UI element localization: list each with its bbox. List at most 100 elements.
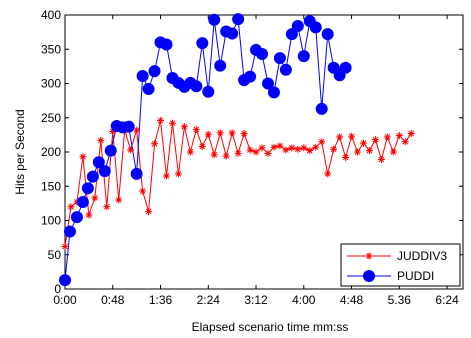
puddi-point	[232, 13, 245, 26]
juddiv3-point	[377, 156, 385, 164]
puddi-point	[122, 120, 135, 133]
juddiv3-point	[180, 123, 188, 131]
puddi-point	[261, 77, 274, 90]
y-axis-label: Hits per Second	[13, 109, 27, 194]
puddi-point	[196, 37, 209, 50]
juddiv3-point	[360, 139, 367, 147]
legend-puddi-marker	[363, 270, 375, 282]
puddi-point	[160, 38, 173, 51]
axis-ticks: 0:00 0:48 1:36 2:24 3:12 4:00 4:48 5.36 6:24 0 50 1…	[41, 8, 463, 307]
juddiv3-point	[174, 170, 182, 178]
y-tick-label: 200	[41, 145, 61, 159]
puddi-point	[63, 225, 76, 238]
juddiv3-point	[109, 127, 117, 135]
juddiv3-point	[186, 148, 194, 156]
juddiv3-point	[306, 147, 314, 155]
puddi-point	[86, 170, 99, 183]
x-tick-label: 0:00	[53, 293, 77, 307]
juddiv3-point	[103, 203, 111, 211]
puddi-point	[98, 165, 111, 178]
juddiv3-point	[354, 148, 362, 156]
juddiv3-point	[192, 125, 200, 133]
juddiv3-point	[145, 208, 153, 216]
juddiv3-point	[139, 187, 147, 195]
juddiv3-point	[282, 146, 290, 154]
puddi-point	[59, 274, 71, 287]
juddiv3-point	[85, 211, 93, 219]
puddi-point	[202, 85, 215, 98]
juddiv3-point	[318, 138, 326, 146]
juddiv3-point	[264, 149, 272, 157]
juddiv3-point	[234, 149, 242, 157]
puddi-point	[92, 156, 105, 169]
juddiv3-point	[210, 151, 218, 159]
series-markers	[59, 13, 415, 287]
puddi-point	[339, 61, 352, 74]
juddiv3-point	[168, 119, 176, 127]
juddiv3-point	[133, 126, 141, 134]
legend-puddi-label: PUDDI	[397, 269, 434, 283]
juddiv3-point	[258, 144, 266, 152]
juddiv3-point	[157, 116, 165, 124]
juddiv3-point	[371, 136, 379, 144]
x-tick-label: 0:48	[101, 293, 125, 307]
y-tick-label: 50	[48, 248, 62, 262]
puddi-point	[148, 65, 161, 78]
juddiv3-point	[324, 170, 332, 178]
juddiv3-point	[151, 140, 159, 148]
y-tick-label: 300	[41, 77, 61, 91]
juddiv3-point	[336, 133, 344, 141]
juddiv3-point	[342, 153, 350, 161]
juddiv3-point	[383, 133, 391, 141]
y-tick-label: 100	[41, 214, 61, 228]
x-tick-label: 1:36	[149, 293, 173, 307]
juddiv3-point	[330, 145, 338, 153]
x-tick-label: 3:12	[244, 293, 268, 307]
juddiv3-point	[252, 148, 260, 156]
puddi-point	[136, 69, 149, 82]
y-tick-label: 350	[41, 42, 61, 56]
puddi-point	[244, 70, 257, 83]
juddiv3-point	[395, 132, 403, 140]
juddiv3-point	[407, 130, 415, 138]
puddi-point	[130, 167, 143, 180]
puddi-point	[190, 80, 203, 93]
puddi-point	[291, 19, 304, 32]
juddiv3-point	[300, 144, 308, 152]
juddiv3-point	[91, 194, 99, 202]
legend: JUDDIV3 PUDDI	[340, 243, 461, 287]
juddiv3-point	[61, 243, 69, 251]
juddiv3-point	[294, 145, 302, 153]
legend-juddiv3-marker	[365, 252, 373, 260]
juddiv3-point	[270, 143, 278, 151]
puddi-point	[76, 196, 89, 209]
puddi-point	[279, 63, 292, 76]
juddiv3-point	[401, 138, 409, 146]
juddiv3-point	[67, 203, 75, 211]
x-tick-label: 2:24	[197, 293, 221, 307]
x-axis-label: Elapsed scenario time mm:ss	[192, 320, 349, 334]
juddiv3-point	[216, 129, 224, 137]
puddi-point	[273, 52, 286, 65]
y-tick-label: 150	[41, 179, 61, 193]
puddi-point	[142, 82, 155, 95]
puddi-point	[81, 182, 94, 195]
juddiv3-point	[115, 196, 123, 204]
juddiv3-point	[348, 132, 356, 140]
legend-box	[340, 243, 461, 287]
juddiv3-point	[276, 142, 284, 150]
puddi-point	[256, 48, 269, 61]
juddiv3-point	[312, 143, 320, 151]
juddiv3-point	[162, 172, 170, 180]
puddi-point	[267, 86, 280, 99]
juddiv3-point	[127, 146, 135, 154]
juddiv3-point	[246, 146, 254, 154]
puddi-point	[104, 144, 117, 157]
x-tick-label: 6:24	[435, 293, 459, 307]
puddi-point	[297, 50, 310, 63]
juddiv3-point	[228, 129, 236, 137]
juddiv3-point	[288, 144, 296, 152]
puddi-point	[208, 13, 221, 26]
x-tick-label: 4:00	[292, 293, 316, 307]
